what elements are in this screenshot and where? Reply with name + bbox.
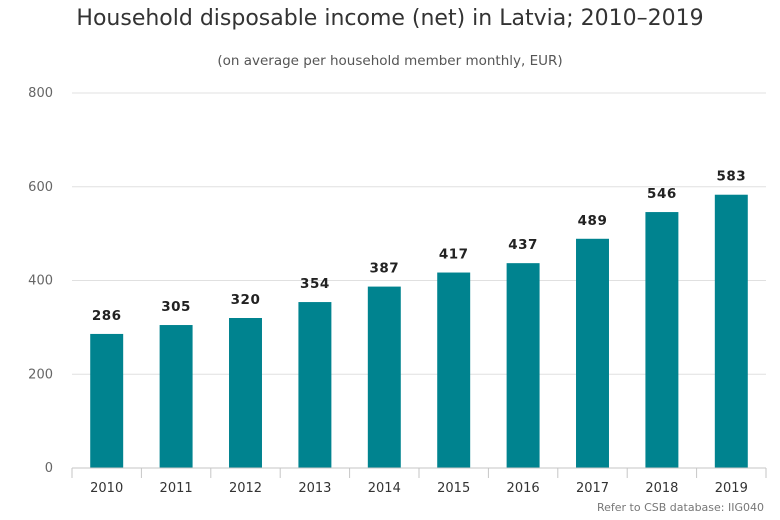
x-tick-label: 2019 — [715, 481, 748, 496]
data-label-2015: 417 — [439, 247, 469, 263]
bar-2015[interactable] — [437, 272, 471, 468]
data-label-2010: 286 — [92, 308, 122, 324]
bar-2013[interactable] — [298, 302, 332, 468]
source-credit[interactable]: Refer to CSB database: IIG040 — [596, 501, 764, 514]
x-tick-label: 2018 — [645, 481, 678, 496]
bar-2016[interactable] — [506, 263, 540, 468]
bar-2012[interactable] — [229, 318, 262, 468]
data-label-2019: 583 — [716, 169, 746, 185]
y-tick-label: 600 — [28, 180, 53, 195]
chart-title: Household disposable income (net) in Lat… — [76, 6, 704, 31]
data-label-2013: 354 — [300, 276, 330, 292]
bar-2018[interactable] — [645, 212, 679, 468]
x-tick-label: 2011 — [160, 481, 193, 496]
data-labels: 286 305 320 354 387 417 437 489 546 583 — [92, 169, 746, 324]
y-axis: 0 200 400 600 800 — [28, 86, 53, 476]
bars — [90, 194, 748, 468]
data-label-2018: 546 — [647, 186, 677, 202]
x-tick-label: 2012 — [229, 481, 262, 496]
y-tick-label: 200 — [28, 367, 53, 382]
x-tick-label: 2014 — [368, 481, 401, 496]
data-label-2017: 489 — [578, 213, 608, 229]
bar-2010[interactable] — [90, 333, 124, 468]
x-tick-label: 2010 — [90, 481, 123, 496]
data-label-2012: 320 — [231, 292, 261, 308]
data-label-2011: 305 — [161, 299, 191, 315]
y-tick-label: 0 — [45, 461, 53, 476]
x-tick-label: 2016 — [507, 481, 540, 496]
y-tick-label: 800 — [28, 86, 53, 101]
bar-2019[interactable] — [714, 194, 748, 468]
x-tick-label: 2015 — [437, 481, 470, 496]
bar-2014[interactable] — [367, 286, 401, 468]
x-tick-label: 2017 — [576, 481, 609, 496]
y-tick-label: 400 — [28, 274, 53, 289]
data-label-2014: 387 — [369, 261, 399, 277]
chart-subtitle: (on average per household member monthly… — [217, 53, 563, 69]
x-axis: 2010 2011 2012 2013 2014 2015 2016 2017 2018 2019 — [71, 467, 767, 496]
bar-2011[interactable] — [159, 325, 193, 468]
data-label-2016: 437 — [508, 237, 538, 253]
bar-2017[interactable] — [576, 238, 609, 468]
x-tick-label: 2013 — [298, 481, 331, 496]
